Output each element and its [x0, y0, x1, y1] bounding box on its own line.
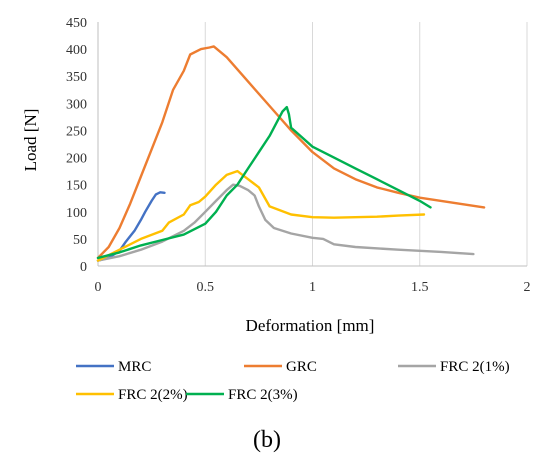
- x-tick-label: 2: [524, 280, 531, 295]
- series-line-grc: [96, 45, 486, 260]
- y-tick-label: 300: [66, 97, 87, 112]
- legend-label: FRC 2(2%): [118, 387, 188, 403]
- legend-item-mrc: MRC: [76, 359, 151, 375]
- x-tick-label: 1.5: [411, 280, 429, 295]
- x-tick-label: 1: [309, 280, 316, 295]
- figure-caption: (b): [253, 427, 281, 453]
- legend-item-grc: GRC: [244, 359, 317, 375]
- x-axis-title: Deformation [mm]: [246, 316, 375, 335]
- legend: MRC GRC FRC 2(1%) FRC 2(2%) FRC 2(3%): [76, 359, 510, 403]
- legend-label: FRC 2(3%): [228, 387, 298, 403]
- legend-item-frc-2-3: FRC 2(3%): [186, 387, 298, 403]
- gridlines: [204, 22, 528, 266]
- y-tick-label: 0: [80, 260, 87, 275]
- y-tick-label: 400: [66, 43, 87, 58]
- series-lines: [96, 45, 486, 262]
- legend-label: MRC: [118, 359, 151, 375]
- x-tick-label: 0: [95, 280, 102, 295]
- legend-label: GRC: [286, 359, 317, 375]
- y-tick-label: 100: [66, 206, 87, 221]
- y-tick-label: 450: [66, 16, 87, 31]
- y-tick-label: 250: [66, 124, 87, 139]
- y-axis-title: Load [N]: [21, 109, 40, 172]
- axes: [97, 22, 527, 267]
- y-tick-label: 350: [66, 70, 87, 85]
- series-line-frc-2-2: [96, 169, 426, 262]
- x-tick-label: 0.5: [197, 280, 215, 295]
- series-line-frc-2-3: [96, 105, 432, 260]
- legend-item-frc-2-2: FRC 2(2%): [76, 387, 188, 403]
- legend-label: FRC 2(1%): [440, 359, 510, 375]
- y-tick-label: 150: [66, 179, 87, 194]
- y-tick-label: 200: [66, 152, 87, 167]
- legend-item-frc-2-1: FRC 2(1%): [398, 359, 510, 375]
- tick-labels: 0 50 100 150 200 250 300 350 400 450 0 0.5 1 1.5 2: [66, 16, 531, 295]
- series-line-frc-2-1: [96, 183, 475, 262]
- y-tick-label: 50: [73, 233, 87, 248]
